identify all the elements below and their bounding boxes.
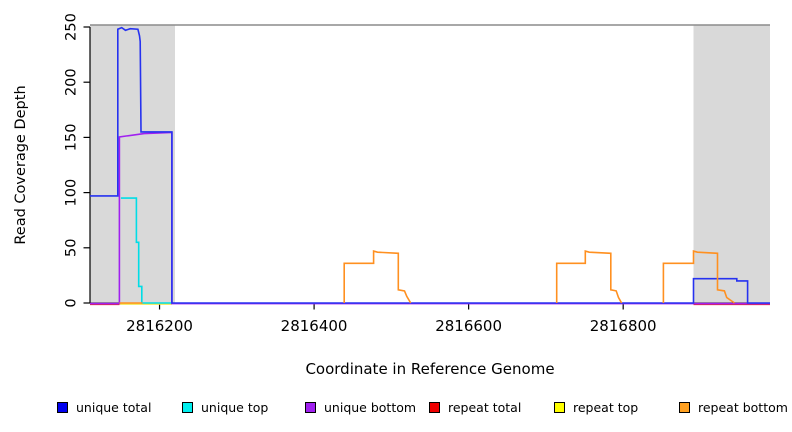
legend-swatch-unique-bottom — [305, 401, 316, 413]
y-tick-label: 150 — [64, 124, 80, 152]
series-unique-total — [90, 26, 770, 304]
legend-label-repeat-total: repeat total — [448, 399, 522, 415]
series-unique-top — [120, 197, 172, 304]
y-tick-label: 0 — [64, 298, 80, 307]
y-tick-label: 200 — [64, 68, 80, 96]
x-tick-label: 2816600 — [435, 317, 502, 335]
legend-item-unique-bottom: unique bottom — [305, 397, 416, 417]
legend-item-unique-total: unique total — [57, 397, 151, 417]
shaded-region — [693, 25, 770, 303]
y-tick-label: 100 — [64, 179, 80, 207]
y-tick-label: 50 — [64, 239, 80, 257]
legend-label-unique-bottom: unique bottom — [324, 399, 417, 415]
legend-label-repeat-top: repeat top — [573, 399, 639, 415]
y-axis-title: Read Coverage Depth — [13, 85, 29, 245]
legend-label-unique-total: unique total — [76, 399, 152, 415]
x-axis-title: Coordinate in Reference Genome — [305, 360, 555, 378]
legend-swatch-repeat-top — [554, 401, 565, 413]
coverage-plot: 0 50 100 150 200 250 2816200 2816400 2816600 2816… — [64, 13, 770, 335]
series-unique-bottom — [90, 131, 770, 305]
legend-item-repeat-total: repeat total — [429, 397, 521, 417]
legend-swatch-unique-total — [57, 401, 68, 413]
series-repeat-bottom — [662, 250, 735, 304]
legend-swatch-repeat-bottom — [679, 401, 690, 413]
legend-label-unique-top: unique top — [201, 399, 269, 415]
series-repeat-bottom — [343, 250, 412, 304]
x-tick-label: 2816800 — [590, 317, 657, 335]
legend-swatch-unique-top — [182, 401, 193, 413]
legend-item-repeat-bottom: repeat bottom — [679, 397, 788, 417]
x-tick-label: 2816200 — [126, 317, 193, 335]
legend: unique total unique top unique bottom repea… — [0, 397, 792, 419]
x-tick-label: 2816400 — [281, 317, 348, 335]
legend-label-repeat-bottom: repeat bottom — [698, 399, 788, 415]
legend-item-repeat-top: repeat top — [554, 397, 638, 417]
shaded-region — [90, 25, 175, 303]
series-repeat-bottom — [555, 250, 623, 304]
y-tick-label: 250 — [64, 13, 80, 41]
legend-swatch-repeat-total — [429, 401, 440, 413]
legend-item-unique-top: unique top — [182, 397, 268, 417]
